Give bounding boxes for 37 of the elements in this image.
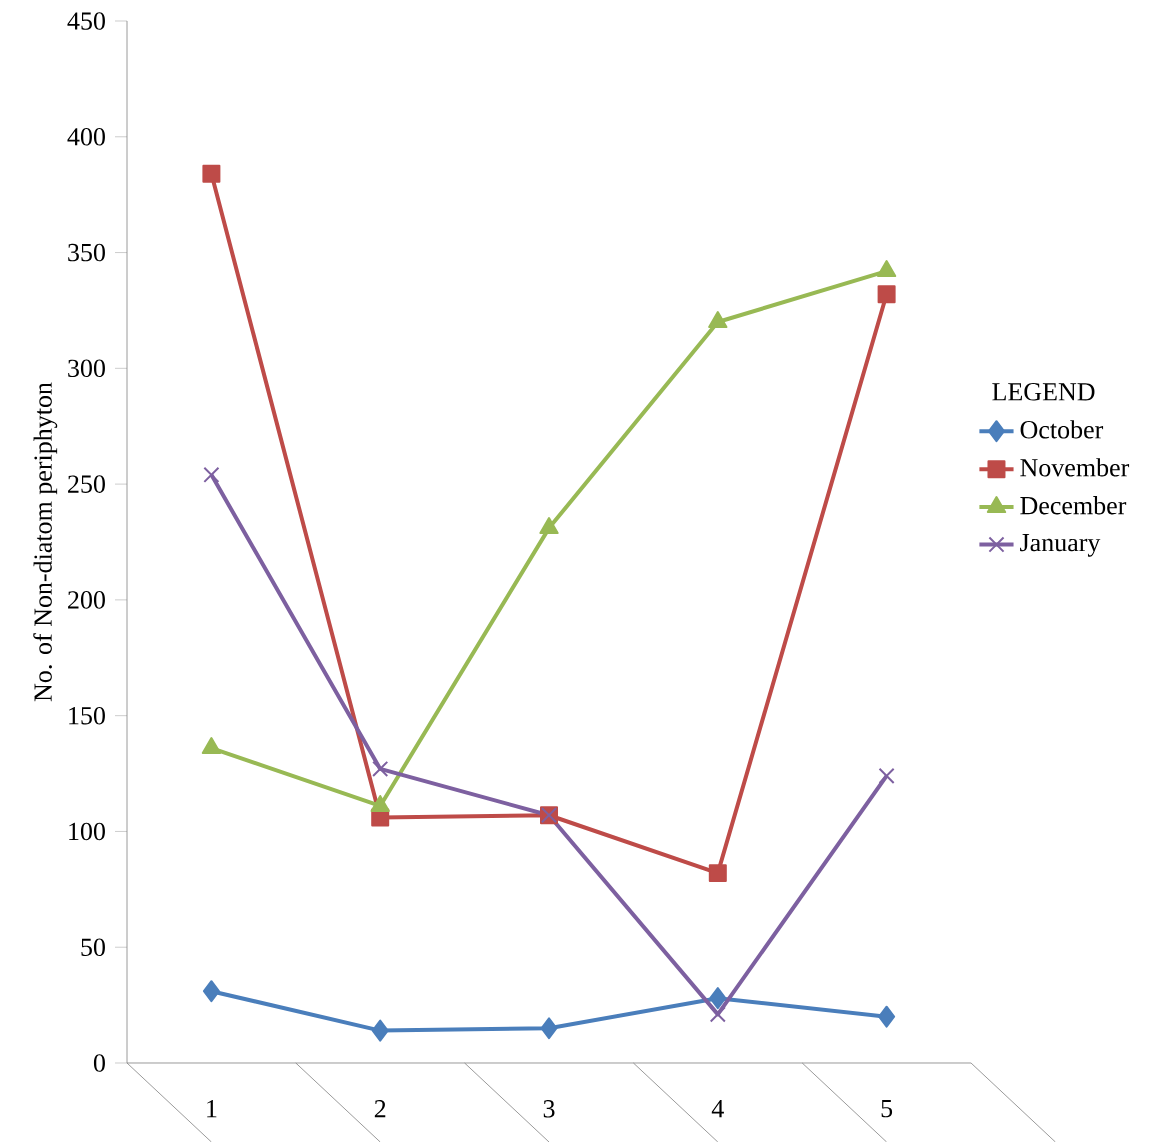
point [878, 1005, 896, 1028]
y-tick-label: 150 [69, 706, 105, 725]
y-axis-title: No. of Non-diatom periphyton [33, 382, 58, 702]
point [539, 517, 559, 535]
x-tick-label: 4 [711, 1100, 724, 1118]
point [540, 1017, 558, 1040]
point [878, 767, 895, 784]
point [876, 260, 897, 278]
y-tick-label: 450 [67, 12, 105, 30]
x-tick-label: 5 [881, 1100, 893, 1118]
point [202, 164, 221, 183]
point [203, 466, 220, 483]
x-tick-label: 2 [374, 1100, 386, 1118]
legend-label: November [1020, 458, 1130, 477]
point [877, 285, 896, 304]
legend-label: January [1020, 534, 1101, 557]
y-tick-label: 200 [68, 591, 105, 609]
point [709, 987, 727, 1010]
point [202, 980, 220, 1003]
point [371, 1019, 389, 1042]
point [708, 864, 727, 883]
y-tick-label: 250 [68, 475, 105, 493]
point [709, 1006, 726, 1023]
point [372, 760, 389, 777]
y-tick-label: 0 [93, 1054, 105, 1072]
y-tick-label: 350 [68, 243, 105, 262]
legend-title: LEGEND [992, 383, 1095, 401]
y-tick-label: 50 [81, 938, 105, 956]
y-tick-label: 300 [68, 359, 105, 378]
y-tick-label: 100 [69, 822, 105, 841]
point [201, 737, 222, 755]
legend-label: October [1020, 420, 1104, 439]
x-tick-label: 3 [543, 1100, 555, 1118]
x-tick-label: 1 [207, 1100, 217, 1118]
legend-label: December [1020, 496, 1127, 515]
y-tick-label: 400 [67, 128, 105, 146]
point [708, 311, 728, 329]
